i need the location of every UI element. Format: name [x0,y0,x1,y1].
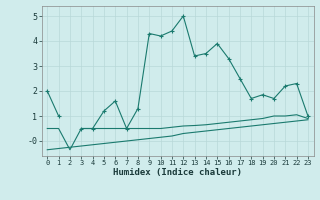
X-axis label: Humidex (Indice chaleur): Humidex (Indice chaleur) [113,168,242,177]
